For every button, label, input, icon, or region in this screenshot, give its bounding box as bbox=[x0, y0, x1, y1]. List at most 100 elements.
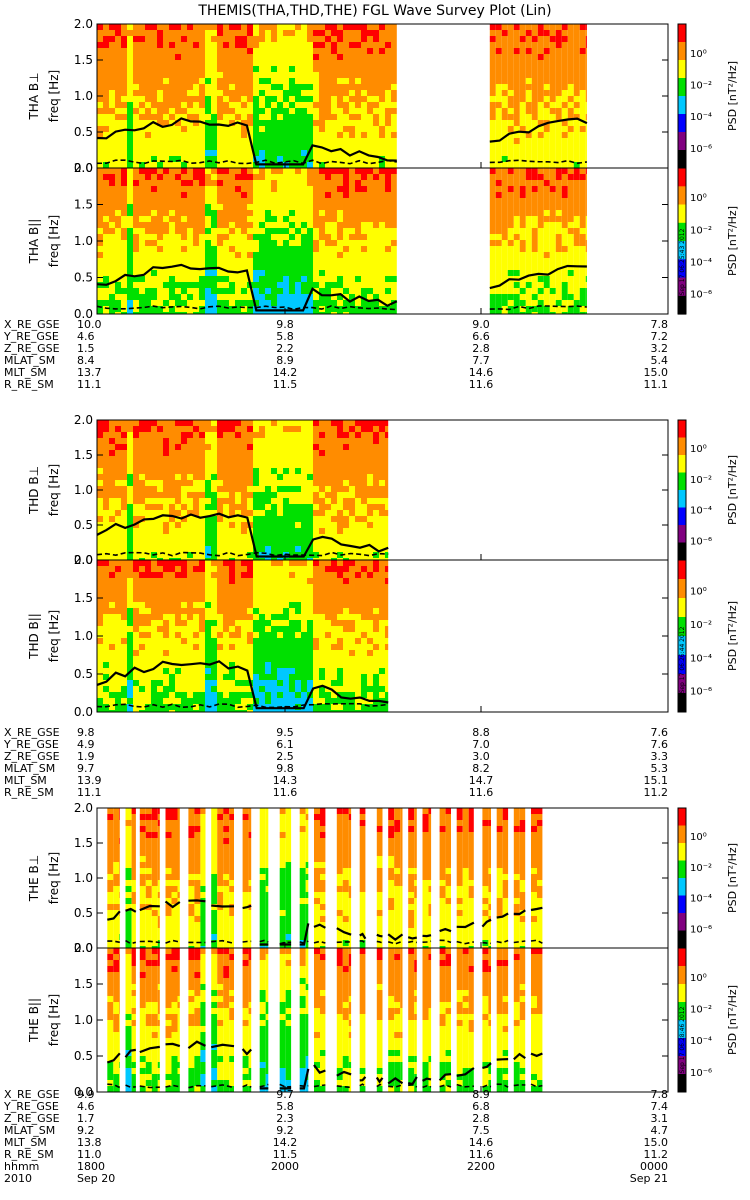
spectrogram-cell bbox=[355, 72, 361, 78]
spectrogram-cell bbox=[367, 90, 373, 96]
spectrogram-cell bbox=[289, 546, 295, 552]
spectrogram-cell bbox=[543, 144, 550, 150]
spectrogram-cell bbox=[519, 156, 526, 162]
spectrogram-cell bbox=[175, 240, 181, 246]
spectrogram-cell bbox=[513, 90, 520, 96]
spectrogram-cell bbox=[301, 60, 307, 66]
spectrogram-cell bbox=[193, 644, 199, 650]
spectrogram-cell bbox=[175, 216, 181, 222]
spectrogram-cell bbox=[175, 638, 181, 644]
spectrogram-cell bbox=[489, 186, 496, 192]
spectrogram-cell bbox=[519, 168, 526, 174]
spectrogram-cell bbox=[379, 150, 385, 156]
spectrogram-cell bbox=[573, 126, 580, 132]
spectrogram-cell bbox=[519, 204, 526, 210]
spectrogram-cell bbox=[103, 30, 109, 36]
spectrogram-cell bbox=[289, 24, 295, 30]
spectrogram-cell bbox=[361, 90, 367, 96]
spectrogram-cell bbox=[567, 216, 574, 222]
spectrogram-cell bbox=[307, 546, 313, 552]
spectrogram-cell bbox=[283, 276, 289, 282]
spectrogram-cell bbox=[133, 528, 139, 534]
spectrogram-cell bbox=[223, 54, 229, 60]
spectrogram-cell bbox=[199, 560, 205, 566]
spectrogram-cell bbox=[259, 174, 265, 180]
spectrogram-cell bbox=[579, 312, 586, 314]
spectrogram-cell bbox=[271, 534, 277, 540]
spectrogram-cell bbox=[367, 468, 373, 474]
spectrogram-cell bbox=[217, 486, 223, 492]
spectrogram-cell bbox=[175, 72, 181, 78]
spectrogram-cell bbox=[579, 156, 586, 162]
spectrogram-cell bbox=[109, 288, 115, 294]
spectrogram-cell bbox=[121, 264, 127, 270]
spectrogram-cell bbox=[349, 60, 355, 66]
spectrogram-cell bbox=[133, 198, 139, 204]
spectrogram-cell bbox=[241, 102, 247, 108]
spectrogram-cell bbox=[115, 24, 121, 30]
spectrogram-cell bbox=[175, 540, 181, 546]
spectrogram-cell bbox=[325, 312, 331, 314]
spectrogram-cell bbox=[507, 66, 514, 72]
spectrogram-cell bbox=[103, 686, 109, 692]
spectrogram-cell bbox=[501, 228, 508, 234]
spectrogram-cell bbox=[519, 282, 526, 288]
spectrogram-cell bbox=[525, 150, 532, 156]
spectrogram-cell bbox=[325, 546, 331, 552]
spectrogram-cell bbox=[97, 288, 103, 294]
spectrogram-cell bbox=[97, 198, 103, 204]
spectrogram-cell bbox=[531, 228, 538, 234]
spectrogram-cell bbox=[145, 444, 151, 450]
spectrogram-cell bbox=[187, 240, 193, 246]
spectrogram-cell bbox=[103, 522, 109, 528]
spectrogram-cell bbox=[151, 444, 157, 450]
spectrogram-cell bbox=[97, 516, 103, 522]
spectrogram-cell bbox=[489, 222, 496, 228]
spectrogram-cell bbox=[567, 228, 574, 234]
spectrogram-cell bbox=[109, 486, 115, 492]
spectrogram-cell bbox=[235, 420, 241, 426]
spectrogram-cell bbox=[271, 258, 277, 264]
spectrogram-cell bbox=[555, 306, 562, 312]
spectrogram-cell bbox=[259, 24, 265, 30]
spectrogram-cell bbox=[175, 552, 181, 558]
spectrogram-cell bbox=[259, 138, 265, 144]
spectrogram-cell bbox=[163, 510, 169, 516]
spectrogram-cell bbox=[157, 474, 163, 480]
spectrogram-cell bbox=[567, 66, 574, 72]
spectrogram-cell bbox=[579, 258, 586, 264]
spectrogram-cell bbox=[331, 234, 337, 240]
spectrogram-cell bbox=[163, 468, 169, 474]
spectrogram-cell bbox=[361, 48, 367, 54]
spectrogram-cell bbox=[223, 186, 229, 192]
spectrogram-cell bbox=[187, 534, 193, 540]
spectrogram-cell bbox=[373, 306, 379, 312]
spectrogram-cell bbox=[115, 602, 121, 608]
spectrogram-cell bbox=[501, 60, 508, 66]
spectrogram-cell bbox=[103, 72, 109, 78]
spectrogram-cell bbox=[229, 468, 235, 474]
spectrogram-cell bbox=[133, 306, 139, 312]
spectrogram-cell bbox=[193, 54, 199, 60]
spectrogram-cell bbox=[361, 102, 367, 108]
spectrogram-cell bbox=[169, 114, 175, 120]
spectrogram-cell bbox=[283, 186, 289, 192]
spectrogram-cell bbox=[247, 516, 253, 522]
spectrogram-cell bbox=[181, 216, 187, 222]
spectrogram-cell bbox=[127, 150, 133, 156]
spectrogram-cell bbox=[211, 126, 217, 132]
spectrogram-cell bbox=[199, 96, 205, 102]
spectrogram-cell bbox=[169, 312, 175, 314]
spectrogram-cell bbox=[555, 252, 562, 258]
spectrogram-cell bbox=[585, 72, 587, 78]
spectrogram-cell bbox=[585, 186, 587, 192]
spectrogram-cell bbox=[373, 450, 379, 456]
spectrogram-cell bbox=[145, 456, 151, 462]
spectrogram-cell bbox=[115, 674, 121, 680]
spectrogram-cell bbox=[349, 138, 355, 144]
spectrogram-cell bbox=[391, 294, 397, 300]
spectrogram-cell bbox=[109, 186, 115, 192]
spectrogram-cell bbox=[379, 282, 385, 288]
spectrogram-cell bbox=[313, 174, 319, 180]
